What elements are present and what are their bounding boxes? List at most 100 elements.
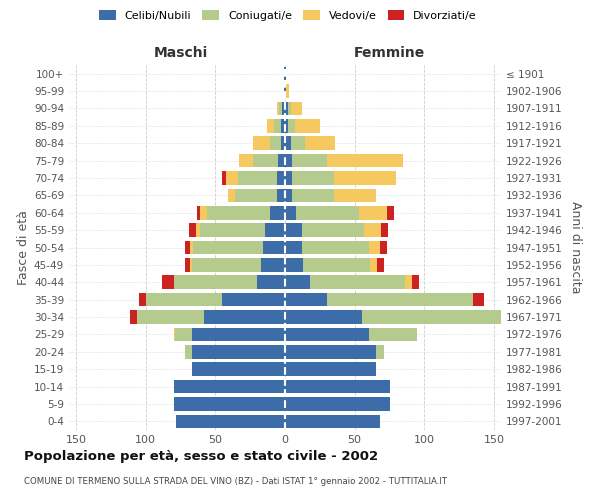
Bar: [334, 188, 376, 202]
Bar: [281, 136, 285, 150]
Bar: [288, 102, 290, 115]
Bar: [305, 136, 335, 150]
Bar: [175, 328, 191, 341]
Bar: [405, 276, 412, 289]
Bar: [285, 345, 376, 358]
Bar: [204, 310, 285, 324]
Bar: [286, 84, 289, 98]
Bar: [362, 310, 515, 324]
Bar: [290, 136, 305, 150]
Y-axis label: Anni di nascita: Anni di nascita: [569, 201, 582, 294]
Bar: [285, 67, 286, 80]
Bar: [139, 293, 146, 306]
Bar: [285, 206, 296, 220]
Bar: [253, 136, 269, 150]
Bar: [190, 240, 193, 254]
Bar: [185, 258, 190, 272]
Bar: [173, 276, 257, 289]
Bar: [196, 224, 200, 237]
Bar: [280, 102, 282, 115]
Bar: [257, 276, 285, 289]
Bar: [269, 136, 281, 150]
Bar: [191, 328, 285, 341]
Bar: [200, 206, 207, 220]
Bar: [296, 206, 359, 220]
Bar: [285, 258, 303, 272]
Bar: [207, 206, 269, 220]
Bar: [193, 240, 263, 254]
Bar: [274, 119, 281, 132]
Bar: [226, 171, 238, 185]
Bar: [267, 119, 274, 132]
Bar: [277, 188, 285, 202]
Y-axis label: Fasce di età: Fasce di età: [17, 210, 30, 285]
Bar: [163, 276, 173, 289]
Bar: [173, 380, 285, 394]
Bar: [137, 310, 204, 324]
Bar: [277, 171, 285, 185]
Bar: [281, 119, 285, 132]
Bar: [239, 154, 253, 168]
Bar: [368, 240, 380, 254]
Bar: [310, 276, 405, 289]
Bar: [200, 224, 265, 237]
Bar: [292, 154, 327, 168]
Bar: [285, 414, 380, 428]
Bar: [288, 119, 295, 132]
Bar: [364, 224, 381, 237]
Text: COMUNE DI TERMENO SULLA STRADA DEL VINO (BZ) - Dati ISTAT 1° gennaio 2002 - TUTT: COMUNE DI TERMENO SULLA STRADA DEL VINO …: [24, 478, 447, 486]
Text: Femmine: Femmine: [354, 46, 425, 60]
Bar: [327, 154, 403, 168]
Bar: [173, 397, 285, 410]
Bar: [285, 224, 302, 237]
Bar: [282, 102, 285, 115]
Bar: [359, 206, 387, 220]
Bar: [190, 258, 191, 272]
Bar: [235, 188, 277, 202]
Bar: [381, 224, 388, 237]
Bar: [284, 84, 285, 98]
Bar: [185, 345, 191, 358]
Bar: [376, 345, 384, 358]
Bar: [515, 310, 522, 324]
Bar: [327, 293, 473, 306]
Bar: [253, 154, 278, 168]
Bar: [173, 328, 175, 341]
Bar: [222, 171, 226, 185]
Bar: [269, 206, 285, 220]
Bar: [387, 206, 394, 220]
Bar: [265, 224, 285, 237]
Bar: [263, 240, 285, 254]
Bar: [302, 240, 368, 254]
Bar: [285, 154, 292, 168]
Bar: [130, 310, 137, 324]
Bar: [370, 258, 377, 272]
Bar: [278, 154, 285, 168]
Bar: [285, 293, 327, 306]
Bar: [285, 380, 389, 394]
Bar: [238, 171, 277, 185]
Bar: [285, 102, 288, 115]
Bar: [262, 258, 285, 272]
Bar: [303, 258, 370, 272]
Bar: [222, 293, 285, 306]
Bar: [197, 206, 200, 220]
Bar: [334, 171, 397, 185]
Bar: [285, 397, 389, 410]
Bar: [285, 362, 376, 376]
Bar: [176, 414, 285, 428]
Bar: [191, 362, 285, 376]
Bar: [285, 84, 286, 98]
Text: Maschi: Maschi: [154, 46, 208, 60]
Bar: [292, 188, 334, 202]
Bar: [285, 276, 310, 289]
Bar: [295, 119, 320, 132]
Bar: [285, 240, 302, 254]
Bar: [191, 345, 285, 358]
Bar: [377, 258, 384, 272]
Bar: [191, 258, 262, 272]
Bar: [228, 188, 235, 202]
Text: Popolazione per età, sesso e stato civile - 2002: Popolazione per età, sesso e stato civil…: [24, 450, 378, 463]
Bar: [285, 119, 288, 132]
Bar: [285, 136, 290, 150]
